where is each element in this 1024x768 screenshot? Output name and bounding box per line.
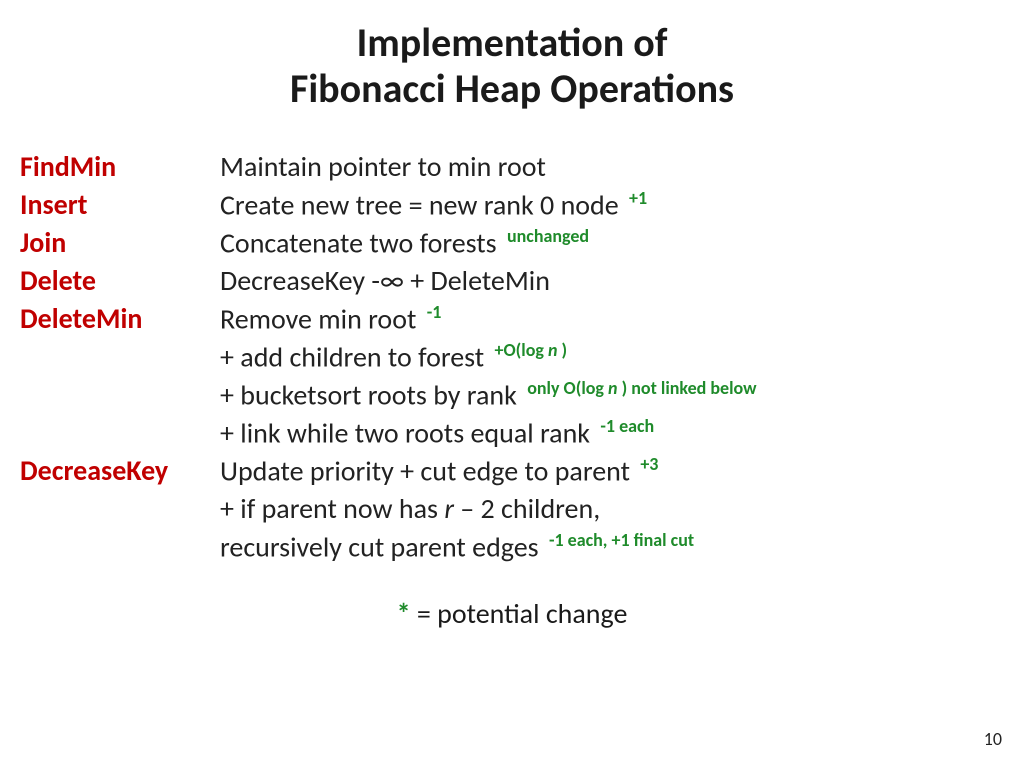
op-desc: Update priority + cut edge to parent +3 … — [220, 452, 694, 566]
op-name: Join — [20, 224, 220, 262]
desc-line-1: Remove min root -1 — [220, 300, 757, 338]
annot-pre: +O(log — [495, 339, 548, 361]
annotation: -1 — [427, 301, 442, 323]
legend-text: = potential change — [411, 596, 628, 631]
desc-line-3: recursively cut parent edges -1 each, +1… — [220, 528, 694, 566]
desc-line-2: + add children to forest +O(log n ) — [220, 338, 757, 376]
slide-title: Implementation of Fibonacci Heap Operati… — [18, 20, 1006, 112]
desc-line-2: + if parent now has r – 2 children, — [220, 490, 694, 528]
op-row-join: Join Concatenate two forests unchanged — [20, 224, 1006, 262]
annotation: unchanged — [507, 225, 589, 247]
op-row-insert: Insert Create new tree = new rank 0 node… — [20, 186, 1006, 224]
desc-line-3: + bucketsort roots by rank only O(log n … — [220, 376, 757, 414]
op-desc: DecreaseKey -∞ + DeleteMin — [220, 262, 550, 300]
op-desc: Concatenate two forests unchanged — [220, 224, 589, 262]
op-name: DecreaseKey — [20, 452, 220, 490]
desc-text: Maintain pointer to min root — [220, 149, 546, 184]
op-name: FindMin — [20, 148, 220, 186]
annot-post: ) — [557, 339, 567, 361]
desc-line-4: + link while two roots equal rank -1 eac… — [220, 414, 757, 452]
page-number: 10 — [984, 728, 1002, 750]
footer-legend: * = potential change — [18, 596, 1006, 631]
annotation: -1 each, +1 final cut — [549, 529, 694, 551]
op-row-deletemin: DeleteMin Remove min root -1 + add child… — [20, 300, 1006, 453]
desc-text: Create new tree = new rank 0 node — [220, 187, 619, 222]
annotation: +1 — [629, 187, 647, 209]
desc-italic: r — [444, 491, 454, 526]
legend-star: * — [397, 596, 411, 631]
annotation: +3 — [640, 453, 658, 475]
annotation: +O(log n ) — [495, 339, 568, 361]
desc-text: Concatenate two forests — [220, 225, 497, 260]
title-line-2: Fibonacci Heap Operations — [290, 64, 734, 113]
op-desc: Create new tree = new rank 0 node +1 — [220, 186, 647, 224]
op-desc: Maintain pointer to min root — [220, 148, 546, 186]
op-name: DeleteMin — [20, 300, 220, 338]
desc-text: Update priority + cut edge to parent — [220, 454, 630, 489]
op-row-delete: Delete DecreaseKey -∞ + DeleteMin — [20, 262, 1006, 300]
desc-text: – 2 children, — [454, 491, 600, 526]
annot-it: n — [608, 377, 618, 399]
op-desc: Remove min root -1 + add children to for… — [220, 300, 757, 453]
op-name: Insert — [20, 186, 220, 224]
desc-text: recursively cut parent edges — [220, 530, 539, 565]
annot-post: ) not linked below — [618, 377, 757, 399]
desc-text: + bucketsort roots by rank — [220, 377, 517, 412]
desc-text: DecreaseKey -∞ + DeleteMin — [220, 263, 550, 298]
op-name: Delete — [20, 262, 220, 300]
slide: Implementation of Fibonacci Heap Operati… — [0, 0, 1024, 631]
desc-line-1: Update priority + cut edge to parent +3 — [220, 452, 694, 490]
title-line-1: Implementation of — [357, 18, 668, 67]
op-row-decreasekey: DecreaseKey Update priority + cut edge t… — [20, 452, 1006, 566]
desc-text: + if parent now has — [220, 491, 444, 526]
annotation: only O(log n ) not linked below — [527, 377, 756, 399]
annot-pre: only O(log — [527, 377, 608, 399]
desc-text: + link while two roots equal rank — [220, 416, 590, 451]
desc-text: Remove min root — [220, 301, 416, 336]
annotation: -1 each — [600, 415, 654, 437]
op-row-findmin: FindMin Maintain pointer to min root — [20, 148, 1006, 186]
content-block: FindMin Maintain pointer to min root Ins… — [18, 148, 1006, 566]
desc-text: + add children to forest — [220, 339, 484, 374]
